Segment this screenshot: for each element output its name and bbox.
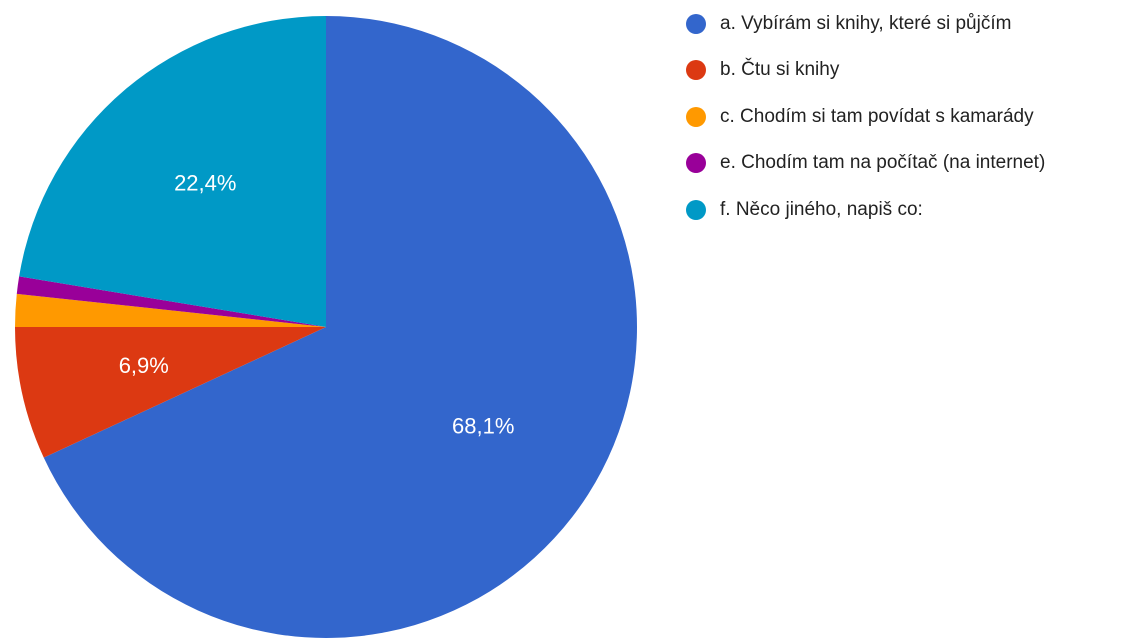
legend-item-2: c. Chodím si tam povídat s kamarády xyxy=(686,105,1045,128)
legend-swatch-icon xyxy=(686,153,706,173)
legend: a. Vybírám si knihy, které si půjčím b. Č… xyxy=(686,12,1045,245)
legend-label: e. Chodím tam na počítač (na internet) xyxy=(720,152,1046,173)
pie-slice-4 xyxy=(19,16,326,327)
legend-swatch-icon xyxy=(686,199,706,220)
legend-swatch-icon xyxy=(686,13,706,34)
slice-label-0: 68,1% xyxy=(452,413,514,438)
legend-label: a. Vybírám si knihy, které si půjčím xyxy=(720,12,1012,34)
legend-item-3: e. Chodím tam na počítač (na internet) xyxy=(686,152,1045,175)
legend-label: c. Chodím si tam povídat s kamarády xyxy=(720,105,1034,127)
pie-slice-0 xyxy=(43,16,637,638)
legend-swatch-icon xyxy=(686,106,706,127)
pie-svg: 68,1% 6,9% 22,4% xyxy=(14,16,637,638)
pie-slice-3 xyxy=(16,276,326,327)
legend-label: f. Něco jiného, napiš co: xyxy=(720,198,923,220)
legend-label: b. Čtu si knihy xyxy=(720,59,840,80)
slice-label-4: 22,4% xyxy=(174,171,236,196)
legend-item-4: f. Něco jiného, napiš co: xyxy=(686,198,1045,221)
legend-item-1: b. Čtu si knihy xyxy=(686,59,1045,82)
pie-slice-2 xyxy=(15,293,326,327)
pie-slice-1 xyxy=(14,327,326,458)
legend-item-0: a. Vybírám si knihy, které si půjčím xyxy=(686,12,1045,35)
slice-label-1: 6,9% xyxy=(119,353,169,378)
legend-swatch-icon xyxy=(686,60,706,80)
